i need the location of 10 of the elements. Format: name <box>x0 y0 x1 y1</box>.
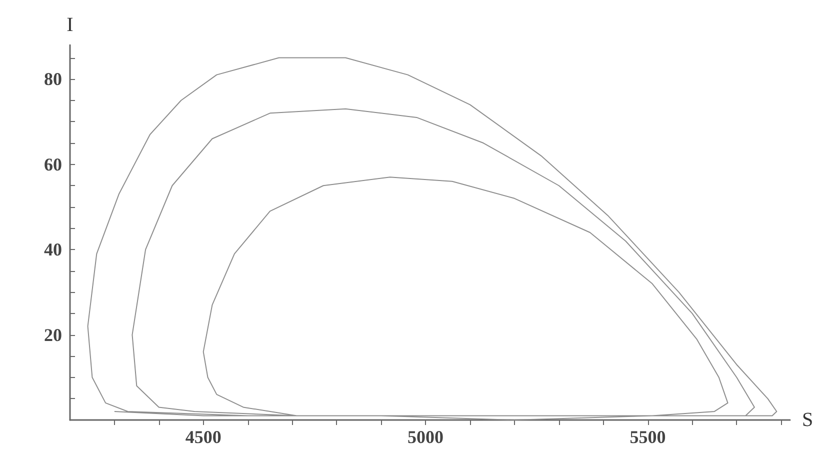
y-tick-label: 40 <box>44 240 62 260</box>
y-tick-label: 20 <box>44 324 62 345</box>
x-tick-label: 5500 <box>630 427 666 447</box>
y-axis-title: I <box>66 14 74 36</box>
line-series <box>87 57 778 420</box>
x-tick-label: 4500 <box>185 427 222 447</box>
x-axis-title: S <box>802 409 814 431</box>
y-tick-label: 80 <box>44 69 62 90</box>
x-tick-label: 5000 <box>408 427 444 447</box>
y-tick-label: 60 <box>44 154 62 174</box>
